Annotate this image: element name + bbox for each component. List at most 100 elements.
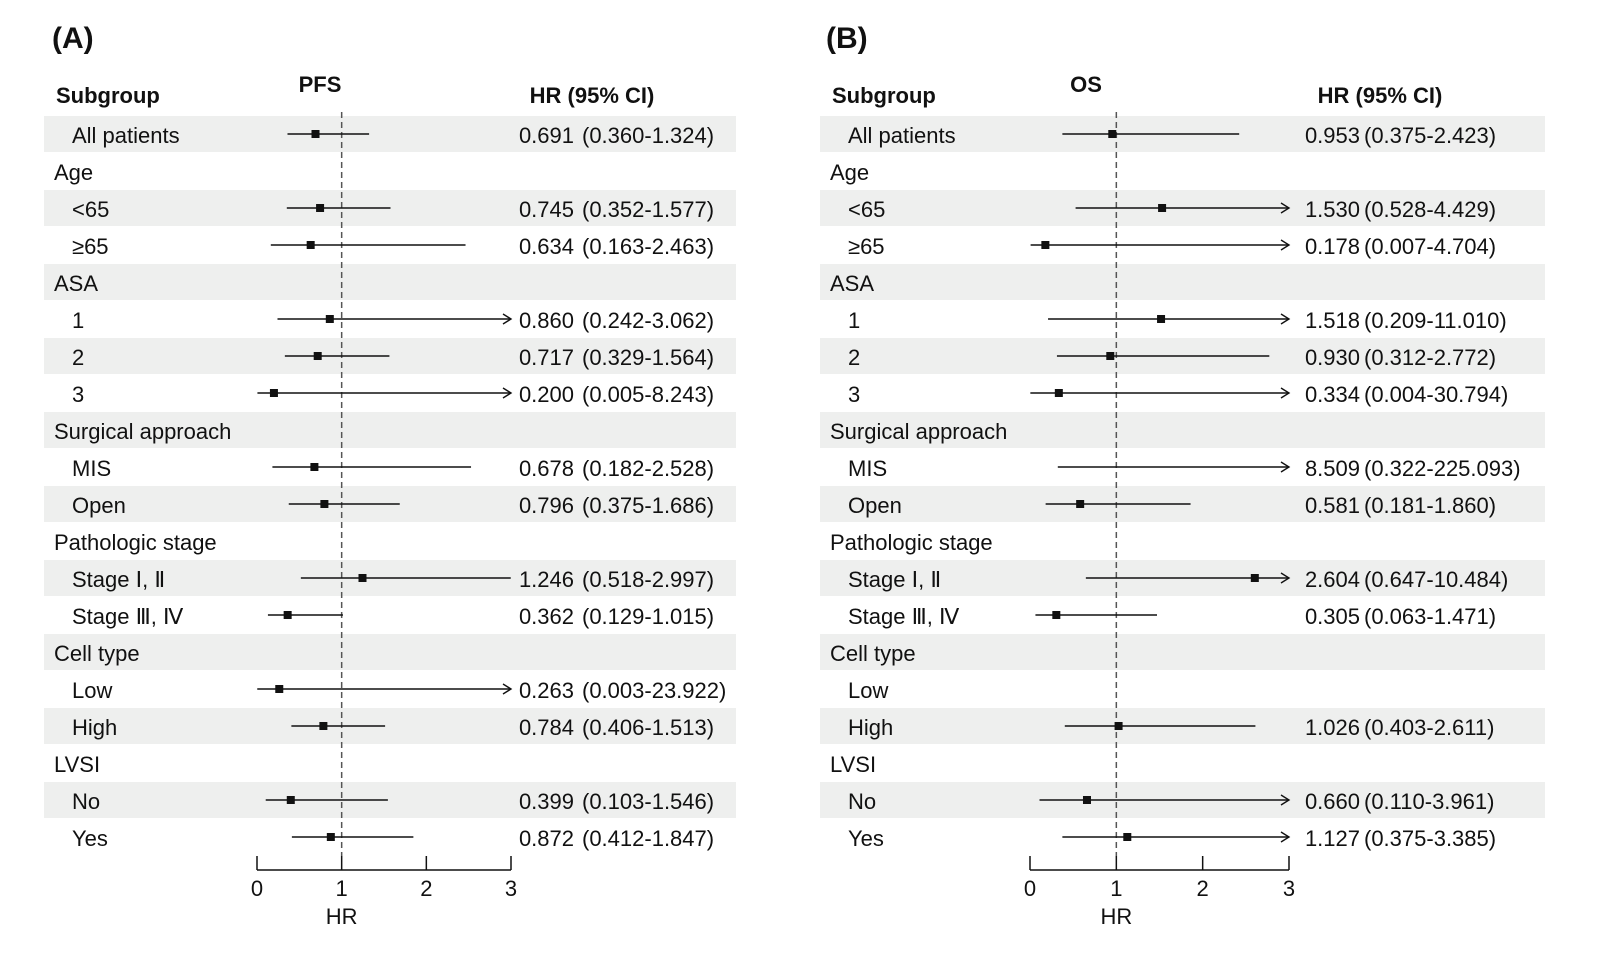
panel-label: (B) xyxy=(826,22,868,55)
ci-value: (0.209-11.010) xyxy=(1364,308,1507,333)
x-axis-label: HR xyxy=(326,904,358,929)
x-tick-label: 2 xyxy=(420,876,432,901)
hr-value: 0.581 xyxy=(1305,493,1360,518)
ci-value: (0.103-1.546) xyxy=(582,789,714,814)
hr-value: 1.127 xyxy=(1305,826,1360,851)
subgroup-label: All patients xyxy=(848,123,956,148)
subgroup-label: High xyxy=(848,715,893,740)
subgroup-label: Yes xyxy=(72,826,108,851)
row-band xyxy=(820,412,1545,448)
ci-value: (0.163-2.463) xyxy=(582,234,714,259)
subgroup-label: Stage Ⅲ, Ⅳ xyxy=(72,604,184,629)
point-estimate xyxy=(1123,833,1132,841)
hr-value: 0.178 xyxy=(1305,234,1360,259)
hr-value: 0.930 xyxy=(1305,345,1360,370)
column-header-subgroup: Subgroup xyxy=(832,83,936,108)
ci-value: (0.322-225.093) xyxy=(1364,456,1521,481)
point-estimate xyxy=(326,833,335,841)
x-tick-label: 1 xyxy=(1110,876,1122,901)
subgroup-header: Age xyxy=(54,160,93,185)
ci-value: (0.005-8.243) xyxy=(582,382,714,407)
point-estimate xyxy=(1158,204,1167,212)
hr-value: 0.691 xyxy=(519,123,574,148)
hr-value: 0.745 xyxy=(519,197,574,222)
ci-value: (0.352-1.577) xyxy=(582,197,714,222)
subgroup-label: No xyxy=(848,789,876,814)
point-estimate xyxy=(275,685,284,693)
ci-value: (0.129-1.015) xyxy=(582,604,714,629)
hr-value: 1.518 xyxy=(1305,308,1360,333)
ci-value: (0.375-3.385) xyxy=(1364,826,1496,851)
row-band xyxy=(44,264,736,300)
hr-value: 0.334 xyxy=(1305,382,1360,407)
point-estimate xyxy=(319,722,328,730)
ci-arrow xyxy=(1280,239,1291,251)
row-band xyxy=(820,264,1545,300)
row-band xyxy=(820,634,1545,670)
ci-value: (0.007-4.704) xyxy=(1364,234,1496,259)
column-header-subgroup: Subgroup xyxy=(56,83,160,108)
ci-value: (0.063-1.471) xyxy=(1364,604,1496,629)
row-band xyxy=(44,782,736,818)
point-estimate xyxy=(1157,315,1166,323)
x-tick-label: 3 xyxy=(505,876,517,901)
ci-value: (0.412-1.847) xyxy=(582,826,714,851)
point-estimate xyxy=(1076,500,1085,508)
subgroup-label: Stage Ⅰ, Ⅱ xyxy=(848,567,941,592)
point-estimate xyxy=(1108,130,1117,138)
ci-arrow xyxy=(1280,387,1291,399)
subgroup-label: Low xyxy=(72,678,112,703)
subgroup-label: High xyxy=(72,715,117,740)
subgroup-header: LVSI xyxy=(830,752,876,777)
point-estimate xyxy=(310,463,319,471)
subgroup-label: ≥65 xyxy=(72,234,109,259)
ci-arrow xyxy=(1280,313,1291,325)
subgroup-label: MIS xyxy=(72,456,111,481)
x-axis-label: HR xyxy=(1100,904,1132,929)
subgroup-header: Pathologic stage xyxy=(830,530,993,555)
column-header-hr-ci: HR (95% CI) xyxy=(1318,83,1443,108)
point-estimate xyxy=(269,389,278,397)
ci-arrow xyxy=(1280,461,1291,473)
hr-value: 0.953 xyxy=(1305,123,1360,148)
subgroup-label: Stage Ⅲ, Ⅳ xyxy=(848,604,960,629)
subgroup-label: ≥65 xyxy=(848,234,885,259)
subgroup-label: Stage Ⅰ, Ⅱ xyxy=(72,567,165,592)
subgroup-label: Yes xyxy=(848,826,884,851)
subgroup-header: ASA xyxy=(54,271,98,296)
subgroup-label: No xyxy=(72,789,100,814)
subgroup-header: LVSI xyxy=(54,752,100,777)
point-estimate xyxy=(1052,611,1061,619)
ci-value: (0.003-23.922) xyxy=(582,678,726,703)
hr-value: 1.246 xyxy=(519,567,574,592)
x-tick-label: 0 xyxy=(1024,876,1036,901)
point-estimate xyxy=(311,130,320,138)
hr-value: 0.362 xyxy=(519,604,574,629)
subgroup-label: Open xyxy=(72,493,126,518)
row-band xyxy=(44,634,736,670)
ci-value: (0.528-4.429) xyxy=(1364,197,1496,222)
ci-arrow xyxy=(502,313,513,325)
row-band xyxy=(44,338,736,374)
x-tick-label: 0 xyxy=(251,876,263,901)
point-estimate xyxy=(316,204,325,212)
subgroup-label: 3 xyxy=(72,382,84,407)
ci-value: (0.004-30.794) xyxy=(1364,382,1508,407)
ci-arrow xyxy=(1280,202,1291,214)
ci-arrow xyxy=(1280,572,1291,584)
hr-value: 0.305 xyxy=(1305,604,1360,629)
point-estimate xyxy=(1054,389,1063,397)
subgroup-header: Cell type xyxy=(830,641,916,666)
subgroup-header: Surgical approach xyxy=(830,419,1007,444)
hr-value: 0.784 xyxy=(519,715,574,740)
hr-value: 0.860 xyxy=(519,308,574,333)
subgroup-label: 2 xyxy=(72,345,84,370)
subgroup-label: All patients xyxy=(72,123,180,148)
ci-value: (0.403-2.611) xyxy=(1364,715,1494,740)
hr-value: 0.717 xyxy=(519,345,574,370)
subgroup-header: Pathologic stage xyxy=(54,530,217,555)
hr-value: 2.604 xyxy=(1305,567,1360,592)
forest-panel-a: (A) Subgroup PFS HR (95% CI) All patients 0.6… xyxy=(44,22,736,929)
hr-value: 0.872 xyxy=(519,826,574,851)
